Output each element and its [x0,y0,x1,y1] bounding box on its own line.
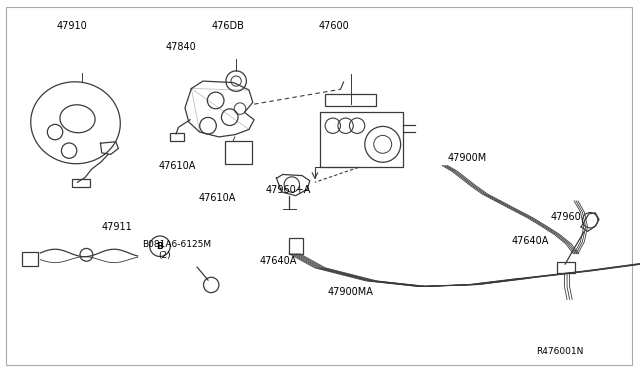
Text: B: B [157,242,163,251]
Text: R476001N: R476001N [536,347,584,356]
Text: 47910: 47910 [56,21,87,31]
Text: 47840: 47840 [165,42,196,51]
Text: 47600: 47600 [318,21,349,31]
Text: 476DB: 476DB [211,21,244,31]
Text: 47960+A: 47960+A [266,185,311,195]
Text: 47640A: 47640A [259,256,296,266]
Text: 47610A: 47610A [159,161,196,170]
Text: 47900MA: 47900MA [328,287,374,297]
Bar [320,112,403,167]
Text: 47610A: 47610A [198,193,236,203]
Bar [170,133,184,141]
Bar [225,141,252,164]
Text: 47900M: 47900M [448,153,487,163]
Text: 47911: 47911 [101,222,132,232]
Bar [22,252,38,266]
Bar [557,262,575,273]
Bar [325,94,376,106]
Text: 47640A: 47640A [512,236,549,246]
Bar [289,238,303,254]
Text: B081A6-6125M: B081A6-6125M [142,240,211,249]
Text: (2): (2) [159,251,172,260]
Text: 47960: 47960 [550,212,581,221]
Bar [72,179,90,187]
